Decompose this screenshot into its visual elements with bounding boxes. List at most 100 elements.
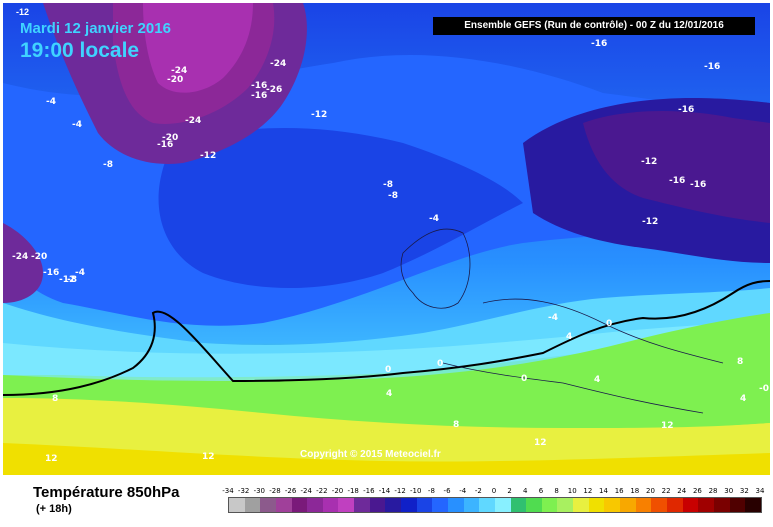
parameter-title: Température 850hPa: [33, 484, 180, 501]
temperature-map: -24-24-20-16-16-26-4-12-24-4-20-16-12-8-…: [3, 3, 770, 475]
scale-swatch: [620, 498, 636, 512]
isotherm-label: -16: [669, 176, 685, 186]
isotherm-label: -12: [642, 217, 658, 227]
forecast-date: Mardi 12 janvier 2016: [20, 20, 171, 37]
isotherm-label: -8: [103, 160, 113, 170]
isotherm-label: 12: [45, 454, 58, 464]
scale-tick-label: 14: [599, 487, 608, 495]
isotherm-label: 8: [737, 357, 743, 367]
isotherm-label: -24: [171, 66, 187, 76]
scale-tick-label: -32: [237, 487, 250, 495]
isotherm-label: -0: [759, 384, 769, 394]
scale-swatch: [322, 498, 339, 512]
scale-tick-label: 26: [692, 487, 702, 495]
scale-tick-label: 16: [614, 487, 624, 495]
scale-tick-label: 28: [708, 487, 718, 495]
scale-tick-label: 30: [724, 487, 734, 495]
scale-tick-label: -16: [363, 487, 375, 495]
scale-tick-label: 32: [739, 487, 749, 495]
scale-tick-label: -30: [253, 487, 265, 495]
isotherm-label: -12: [200, 151, 216, 161]
scale-tick-label: -20: [331, 487, 344, 495]
corner-value-label: -12: [16, 7, 30, 17]
isotherm-label: 0: [606, 319, 612, 329]
isotherm-label: -16: [157, 140, 173, 150]
scale-swatch: [291, 498, 308, 512]
isotherm-label: -8: [67, 275, 77, 285]
scale-swatch: [682, 498, 699, 512]
scale-tick-label: 0: [491, 487, 497, 495]
scale-tick-label: 18: [630, 487, 640, 495]
isotherm-label: 0: [437, 359, 443, 369]
scale-tick-label: -26: [284, 487, 297, 495]
isotherm-label: -24: [185, 116, 201, 126]
scale-swatch: [666, 498, 683, 512]
scale-swatch: [307, 498, 323, 512]
isotherm-label: -20: [31, 252, 47, 262]
scale-swatch: [588, 498, 605, 512]
west-cold-pool: [3, 223, 43, 303]
scale-swatch: [463, 498, 480, 512]
europe-coastline: [400, 228, 724, 414]
isotherm-label: -16: [591, 39, 607, 49]
isotherm-label: -26: [266, 85, 282, 95]
lead-time-label: (+ 18h): [36, 503, 72, 515]
isotherm-label: -16: [690, 180, 706, 190]
isotherm-label: -16: [678, 105, 694, 115]
isotherm-label: -4: [75, 268, 85, 278]
scale-tick-label: 24: [677, 487, 687, 495]
scale-tick-label: 6: [538, 487, 544, 495]
scale-swatch: [510, 498, 527, 512]
isotherm-label: 0: [521, 374, 527, 384]
isotherm-label: -8: [388, 191, 398, 201]
isotherm-label: 8: [453, 420, 459, 430]
color-scale-bar: [228, 497, 762, 513]
color-scale-ticks: -34 -32 -30 -28 -26 -24 -22 -20 -18 -16 -14 -12 -10-…: [222, 487, 764, 497]
isotherm-label: -24: [270, 59, 286, 69]
isotherm-label: -20: [162, 133, 178, 143]
scale-swatch: [635, 498, 652, 512]
isotherm-label: 4: [594, 375, 600, 385]
isotherm-label: -16: [251, 91, 267, 101]
scandinavia-core: [583, 111, 770, 223]
scale-tick-label: 10: [567, 487, 577, 495]
isotherm-label: -4: [46, 97, 56, 107]
scale-tick-label: 34: [755, 487, 765, 495]
scale-swatch: [745, 498, 761, 512]
scale-tick-label: -34: [222, 487, 234, 495]
forecast-time: 19:00 locale: [20, 39, 140, 62]
scale-swatch: [494, 498, 511, 512]
scale-swatch: [260, 498, 276, 512]
scale-swatch: [479, 498, 495, 512]
scale-swatch: [369, 498, 386, 512]
isotherm-label: 0: [385, 365, 391, 375]
scale-swatch: [354, 498, 370, 512]
isotherm-label: -4: [72, 120, 82, 130]
deep-blue-zone: [158, 128, 524, 288]
green-band: [3, 313, 770, 434]
scale-tick-label: -10: [410, 487, 422, 495]
scale-swatch: [541, 498, 558, 512]
scale-swatch: [604, 498, 621, 512]
scale-tick-label: -14: [378, 487, 391, 495]
scale-swatch: [557, 498, 574, 512]
scale-swatch: [651, 498, 667, 512]
isotherm-label: 12: [661, 421, 674, 431]
isotherm-label: -8: [383, 180, 393, 190]
scale-tick-label: -28: [269, 487, 281, 495]
greenland-inner: [143, 3, 253, 93]
scale-swatch: [447, 498, 464, 512]
orange-band: [3, 443, 770, 475]
scale-swatch: [573, 498, 589, 512]
isotherm-label: -20: [167, 75, 183, 85]
isotherm-label: 4: [740, 394, 746, 404]
scale-swatch: [713, 498, 730, 512]
scale-swatch: [229, 498, 245, 512]
scale-swatch: [432, 498, 448, 512]
isotherm-label: 12: [534, 438, 547, 448]
scale-swatch: [416, 498, 433, 512]
scale-swatch: [385, 498, 402, 512]
isotherm-label: -24: [12, 252, 28, 262]
scale-tick-label: 8: [554, 487, 559, 495]
